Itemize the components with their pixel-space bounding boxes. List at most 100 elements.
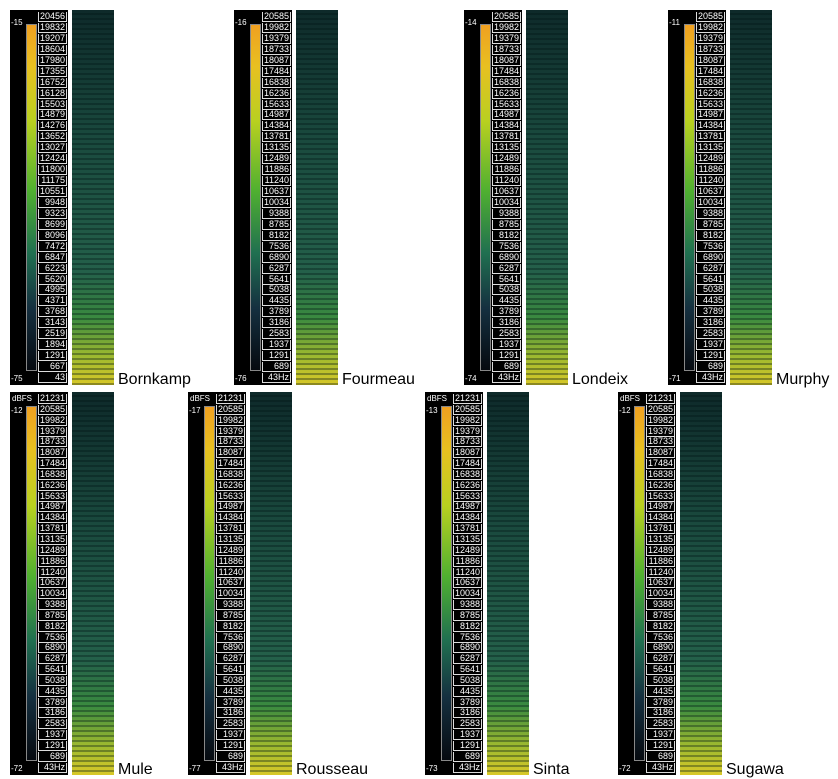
frequency-label: 19379 (262, 34, 291, 44)
frequency-label: 20585 (216, 405, 245, 415)
frequency-label: 3186 (696, 318, 725, 328)
frequency-label: 8182 (453, 622, 482, 632)
frequency-label: 5620 (38, 275, 67, 285)
frequency-label: 11240 (492, 176, 521, 186)
color-bar (634, 406, 645, 761)
frequency-label: 21231 (453, 394, 482, 404)
frequency-label: 16838 (646, 470, 675, 480)
frequency-label: 12489 (492, 154, 521, 164)
frequency-label: 5641 (453, 665, 482, 675)
frequency-label: 7536 (38, 633, 67, 643)
frequency-label: 17355 (38, 67, 67, 77)
frequency-label: 19379 (696, 34, 725, 44)
spectrogram (487, 392, 529, 775)
frequency-label: 8785 (262, 220, 291, 230)
frequency-label: 2583 (262, 329, 291, 339)
frequency-label: 6287 (216, 654, 245, 664)
frequency-label: 18087 (38, 448, 67, 458)
spectrogram (526, 10, 568, 385)
frequency-label: 1937 (646, 730, 675, 740)
db-max-label: -12 (619, 406, 631, 415)
db-min-label: -76 (235, 374, 247, 383)
frequency-label: 8182 (262, 231, 291, 241)
frequency-label: 8699 (38, 220, 67, 230)
frequency-label: 20585 (38, 405, 67, 415)
frequency-label: 18087 (492, 56, 521, 66)
color-bar (26, 24, 37, 371)
frequency-label: 689 (38, 752, 67, 762)
frequency-label: 18733 (216, 437, 245, 447)
frequency-label: 5038 (492, 285, 521, 295)
frequency-label: 15633 (492, 100, 521, 110)
frequency-label: 9388 (646, 600, 675, 610)
frequency-label: 14384 (696, 121, 725, 131)
frequency-label: 14384 (38, 513, 67, 523)
frequency-label: 9388 (696, 209, 725, 219)
frequency-label: 11886 (216, 557, 245, 567)
frequency-label: 14276 (38, 121, 67, 131)
frequency-label: 5038 (696, 285, 725, 295)
frequency-label: 15633 (646, 492, 675, 502)
frequency-label: 10637 (216, 578, 245, 588)
frequency-label: 5641 (492, 275, 521, 285)
frequency-label: 8182 (216, 622, 245, 632)
frequency-label: 16838 (216, 470, 245, 480)
spectrogram (296, 10, 338, 385)
frequency-label: 7536 (262, 242, 291, 252)
frequency-label: 6287 (492, 264, 521, 274)
frequency-label: 4995 (38, 285, 67, 295)
frequency-label: 10551 (38, 187, 67, 197)
frequency-label: 13027 (38, 143, 67, 153)
frequency-label: 4435 (262, 296, 291, 306)
frequency-label: 10637 (262, 187, 291, 197)
frequency-label: 19379 (492, 34, 521, 44)
unit-label: dBFS (427, 394, 447, 403)
db-min-label: -74 (465, 374, 477, 383)
color-bar (684, 24, 695, 371)
frequency-label: 21231 (646, 394, 675, 404)
frequency-label: 7536 (453, 633, 482, 643)
frequency-label: 18087 (696, 56, 725, 66)
frequency-label: 11240 (216, 568, 245, 578)
frequency-label: 11175 (38, 176, 67, 186)
color-bar (204, 406, 215, 761)
frequency-label: 18087 (216, 448, 245, 458)
unit-label: dBFS (620, 394, 640, 403)
panel-name: Fourmeau (342, 371, 415, 389)
color-bar (250, 24, 261, 371)
frequency-label: 11886 (38, 557, 67, 567)
frequency-label: 6223 (38, 264, 67, 274)
db-max-label: -17 (189, 406, 201, 415)
db-min-label: -72 (619, 764, 631, 773)
frequency-label: 16236 (453, 481, 482, 491)
color-bar (26, 406, 37, 761)
frequency-label: 6287 (453, 654, 482, 664)
frequency-label: 3186 (262, 318, 291, 328)
color-bar (441, 406, 452, 761)
frequency-label: 20456 (38, 12, 67, 22)
frequency-label: 5038 (216, 676, 245, 686)
db-max-label: -12 (11, 406, 23, 415)
frequency-label: 19379 (453, 427, 482, 437)
frequency-label: 6287 (38, 654, 67, 664)
frequency-label: 16236 (646, 481, 675, 491)
frequency-label: 9388 (262, 209, 291, 219)
frequency-label: 12489 (38, 546, 67, 556)
frequency-label: 12489 (216, 546, 245, 556)
frequency-label: 1937 (453, 730, 482, 740)
frequency-label: 1291 (38, 351, 67, 361)
frequency-label: 18733 (646, 437, 675, 447)
frequency-label: 4371 (38, 296, 67, 306)
frequency-label: 18087 (646, 448, 675, 458)
frequency-label: 3768 (38, 307, 67, 317)
frequency-label: 43Hz (492, 373, 521, 383)
